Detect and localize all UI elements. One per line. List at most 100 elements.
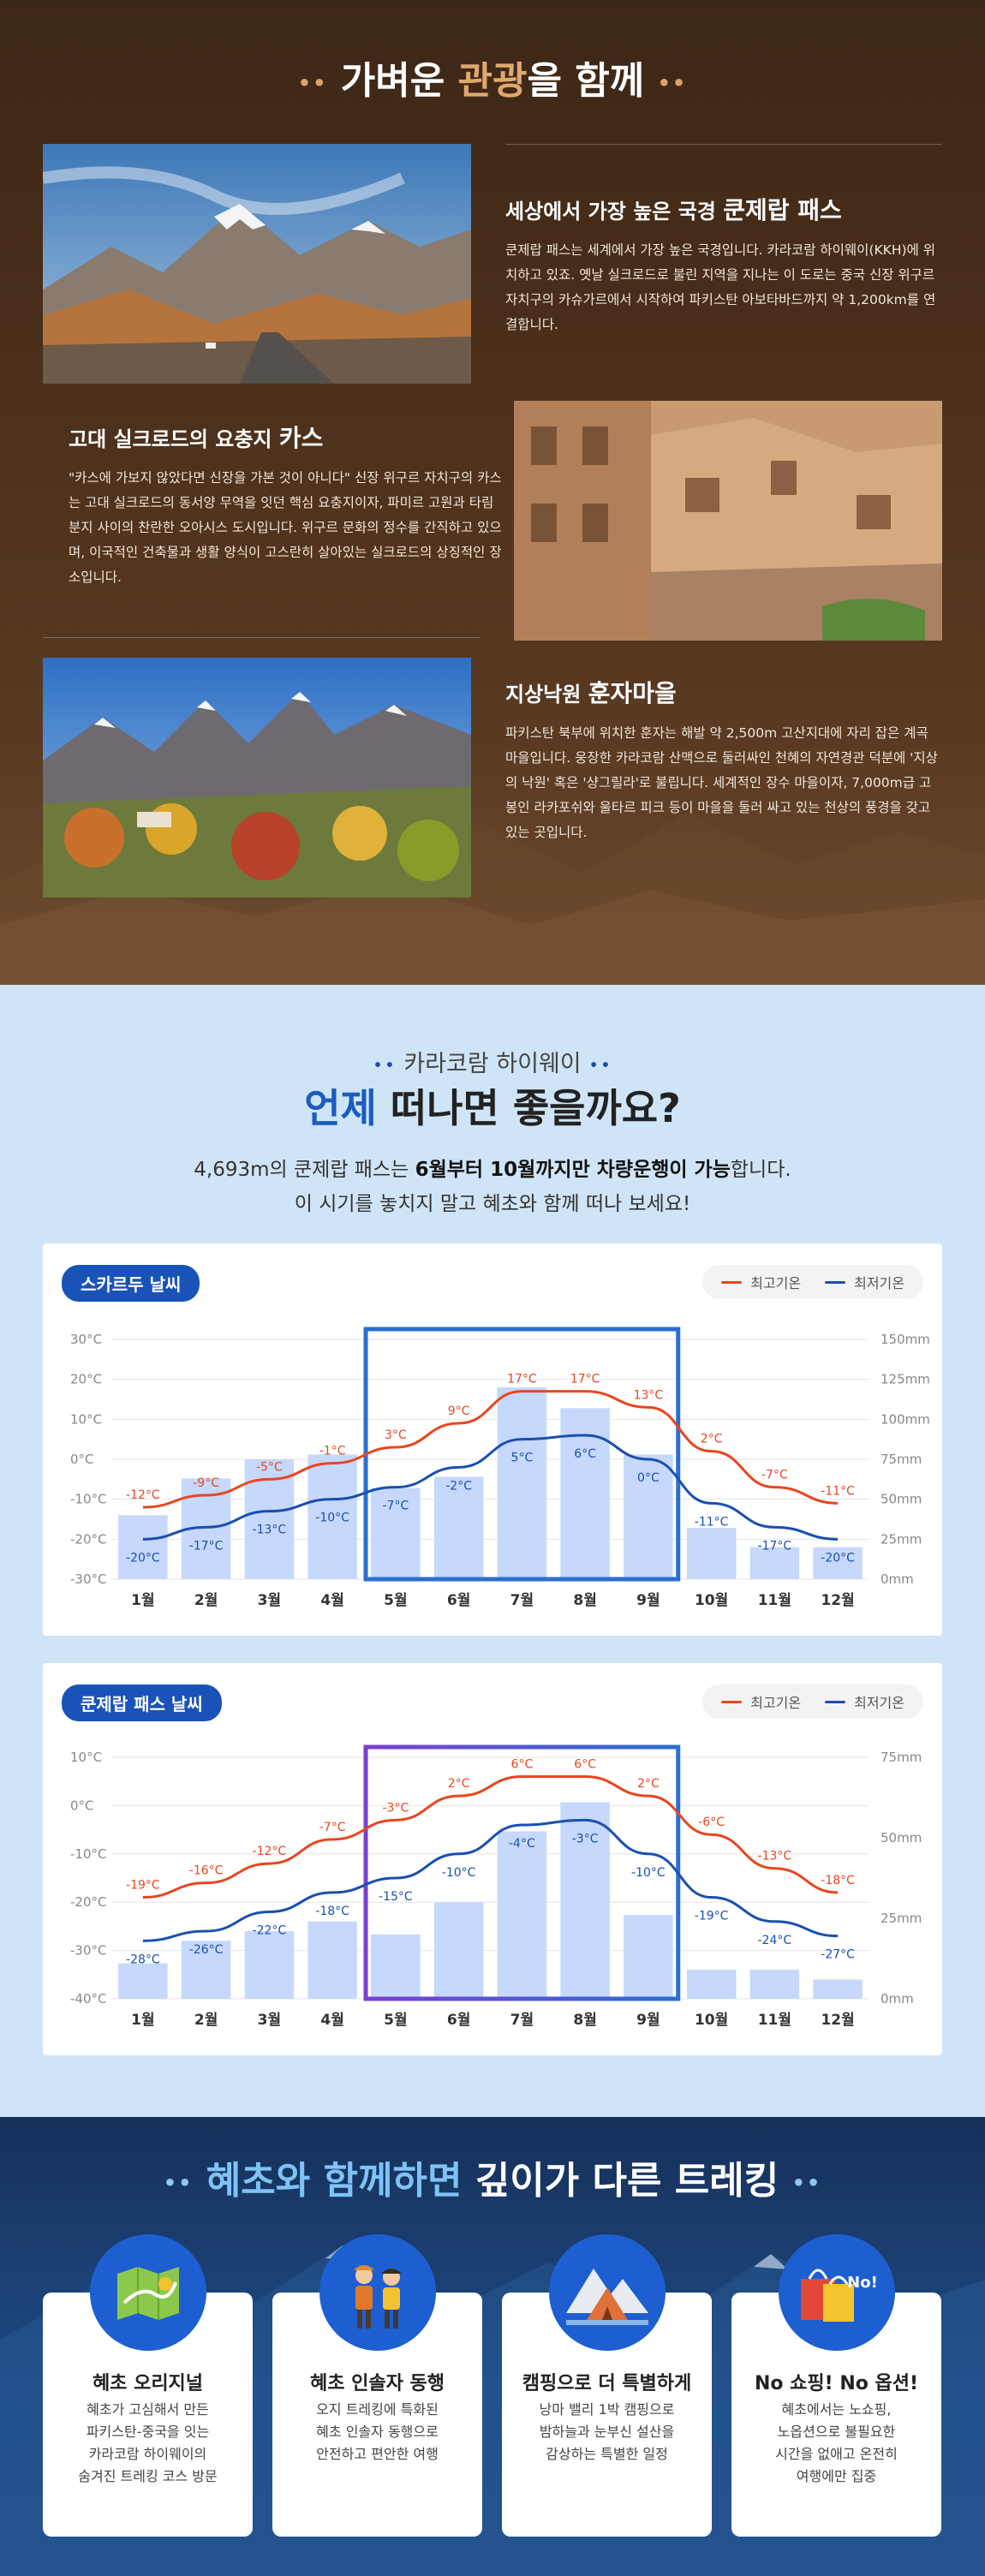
precipitation-bar [498,1387,547,1579]
high-temp-line-label: 13°C [634,1388,664,1402]
high-temp-line-label: -18°C [821,1874,855,1887]
feature-title: 고대 실크로드의 요충지 카스 [69,420,505,454]
x-tick-label: 10월 [695,1592,728,1609]
high-temp-line-label: -9°C [193,1476,219,1490]
y2-tick-label: 75mm [881,1750,922,1765]
benefit-card-camping: 캠핑으로 더 특별하게 낭마 밸리 1박 캠핑으로 밤하늘과 눈부신 설산을 감상하… [502,2293,712,2537]
y-tick-label: 0°C [70,1798,94,1813]
x-tick-label: 10월 [695,2012,728,2029]
precipitation-bar [434,1902,484,1999]
legend-high: 최고기온 [721,1691,801,1712]
dots-decoration: •• [792,2171,822,2195]
x-tick-label: 6월 [447,1592,470,1609]
low-temp-line-label: -10°C [631,1866,666,1880]
x-tick-label: 2월 [194,1592,218,1609]
high-temp-line-label: 17°C [507,1373,537,1386]
benefit-name: 캠핑으로 더 특별하게 [502,2368,712,2395]
x-tick-label: 8월 [573,2012,596,2029]
low-temp-line-label: -18°C [315,1905,349,1918]
low-temp-line-label: -17°C [189,1539,224,1553]
y-tick-label: 30°C [70,1332,102,1347]
no-badge: No! [847,2274,878,2292]
precipitation-bar [750,1970,800,1999]
high-temp-line-label: 6°C [511,1758,534,1772]
x-tick-label: 11월 [758,1592,791,1609]
feature-hunza: 지상낙원 훈자마을 파키스탄 북부에 위치한 훈자는 해발 약 2,500m 고… [43,658,942,897]
high-temp-line-label: -13°C [758,1850,792,1863]
low-temp-line-label: -20°C [821,1551,855,1565]
precipitation-bar [687,1970,737,1999]
precipitation-bar [245,1931,295,1999]
y-tick-label: -30°C [70,1571,106,1587]
precipitation-bar [118,1964,168,1999]
tent-icon [549,2234,666,2351]
divider [43,637,480,638]
feature-description: 파키스탄 북부에 위치한 훈자는 해발 약 2,500m 고산지대에 자리 잡은… [505,721,942,845]
high-temp-line-label: -6°C [698,1816,725,1829]
dots-decoration: •• [164,2171,194,2195]
chart-title-badge: 스카르두 날씨 [62,1265,200,1302]
high-temp-line-label: -7°C [319,1821,346,1834]
y2-tick-label: 150mm [881,1332,930,1347]
high-temp-line-label: 9°C [448,1404,470,1418]
y2-tick-label: 50mm [881,1492,922,1507]
map-icon [90,2234,206,2351]
high-temp-line-label: -12°C [126,1488,160,1502]
high-temp-line-label: 3°C [385,1428,407,1442]
low-temp-line-label: -17°C [758,1539,792,1553]
y-tick-label: 0°C [70,1452,94,1467]
feature-description: 쿤제랍 패스는 세계에서 가장 높은 국경입니다. 카라코람 하이웨이(KKH)… [505,238,942,337]
low-temp-line-label: -7°C [383,1500,409,1513]
benefit-description: 혜초에서는 노쇼핑, 노옵션으로 불필요한 시간을 없애고 온전히 여행에만 집중 [731,2399,941,2488]
y-tick-label: -30°C [70,1943,106,1959]
y-tick-label: -40°C [70,1991,106,2007]
high-temp-line-label: -7°C [761,1469,788,1482]
section-title: •• 혜초와 함께하면 깊이가 다른 트레킹 •• [0,2150,985,2204]
x-tick-label: 3월 [258,2012,281,2029]
high-temp-line-label: -3°C [383,1801,409,1815]
y-tick-label: 10°C [70,1411,102,1427]
y2-tick-label: 25mm [881,1531,922,1547]
x-tick-label: 1월 [131,1592,154,1609]
y2-tick-label: 50mm [881,1830,922,1846]
legend-high: 최고기온 [721,1272,801,1292]
benefits-section: •• 혜초와 함께하면 깊이가 다른 트레킹 •• 혜초 오리지널 혜초가 고심… [0,2117,985,2576]
low-temp-line-label: -20°C [126,1551,160,1565]
low-temp-line-label: -26°C [189,1943,224,1957]
y-tick-label: -20°C [70,1531,106,1547]
guides-icon [319,2234,436,2351]
y2-tick-label: 0mm [881,1991,914,2007]
feature-khunjerab: 세상에서 가장 높은 국경 쿤제랍 패스 쿤제랍 패스는 세계에서 가장 높은 … [43,144,942,384]
section-title: 언제 떠나면 좋을까요? [0,1077,985,1134]
chart-legend: 최고기온 최저기온 [702,1685,923,1719]
precipitation-bar [371,1935,421,1999]
divider [505,144,942,145]
precipitation-bar [560,1408,610,1579]
benefit-name: 혜초 오리지널 [43,2368,253,2395]
feature-kashgar: 고대 실크로드의 요충지 카스 "카스에 가보지 않았다면 신장을 가본 것이 … [43,401,942,641]
x-tick-label: 5월 [384,1592,407,1609]
khunjerab-weather-chart: 10°C 0°C -10°C -20°C -30°C -40°C 75mm 50mm 25mm 0… [43,1663,942,2055]
chart-title-badge: 쿤제랍 패스 날씨 [62,1685,222,1721]
x-tick-label: 12월 [821,1592,854,1609]
section-title: •• 가벼운 관광을 함께 •• [0,50,985,104]
skardu-weather-chart: 30°C 20°C 10°C 0°C -10°C -20°C -30°C 150mm 125mm… [43,1243,942,1636]
low-temp-line-label: -10°C [442,1866,476,1880]
skardu-weather-card: 30°C 20°C 10°C 0°C -10°C -20°C -30°C 150mm 125mm… [43,1243,942,1636]
benefit-name: No 쇼핑! No 옵션! [731,2368,941,2395]
y-tick-label: 20°C [70,1372,102,1387]
high-temp-line-label: -19°C [126,1879,160,1893]
low-temp-line-label: -3°C [572,1832,599,1846]
section-description: 4,693m의 쿤제랍 패스는 6월부터 10월까지만 차량운행이 가능합니다.… [0,1153,985,1221]
low-temp-line-label: -10°C [315,1512,349,1525]
dots-decoration: •• [298,71,328,95]
sightseeing-section: •• 가벼운 관광을 함께 •• 세상에서 가장 높은 국경 쿤제랍 패스 쿤제… [0,0,985,985]
y2-tick-label: 25mm [881,1911,922,1926]
low-temp-line-label: -24°C [758,1934,792,1947]
high-temp-line-label: 17°C [570,1373,600,1386]
feature-title: 지상낙원 훈자마을 [505,675,942,709]
benefit-description: 혜초가 고심해서 만든 파키스탄-중국을 잇는 카라코람 하이웨이의 숨겨진 트레킹 … [43,2399,253,2488]
x-tick-label: 9월 [636,2012,660,2029]
low-temp-line-label: -13°C [253,1524,287,1537]
benefit-name: 혜초 인솔자 동행 [272,2368,482,2395]
